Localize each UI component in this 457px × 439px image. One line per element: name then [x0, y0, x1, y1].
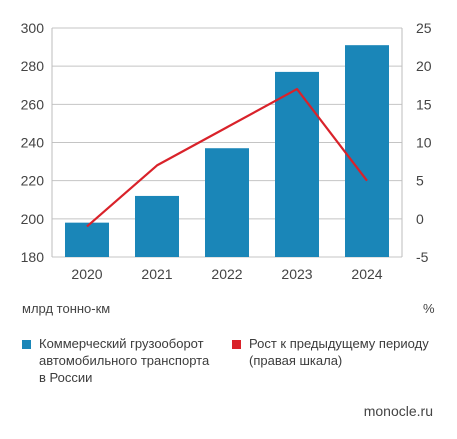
- y-left-tick-label: 240: [21, 135, 45, 151]
- source-label: monocle.ru: [363, 403, 433, 419]
- left-axis-unit: млрд тонно-км: [22, 301, 111, 316]
- legend-line-label: Рост к предыдущему периоду (правая шкала…: [249, 336, 429, 368]
- chart: 180 200 220 240 260 280 300 -5 0 5 10 15 20 25 2020 202…: [21, 20, 432, 282]
- y-right-tick-label: 0: [416, 211, 424, 227]
- x-tick-label: 2021: [141, 266, 172, 282]
- y-right-tick-label: 5: [416, 173, 424, 189]
- y-left-tick-label: 260: [21, 96, 45, 112]
- legend-line-swatch: [232, 340, 241, 349]
- right-axis-unit: %: [423, 301, 435, 316]
- x-tick-label: 2024: [351, 266, 382, 282]
- y-left-tick-label: 300: [21, 20, 45, 36]
- x-tick-label: 2022: [211, 266, 242, 282]
- legend-bar-swatch: [22, 340, 31, 349]
- bar: [135, 195, 179, 257]
- y-right-tick-label: -5: [416, 249, 429, 265]
- y-left-tick-label: 200: [21, 211, 45, 227]
- y-right-tick-label: 25: [416, 20, 432, 36]
- bar: [275, 71, 319, 258]
- y-right-tick-label: 10: [416, 135, 432, 151]
- y-left-tick-label: 180: [21, 249, 45, 265]
- bar: [65, 222, 109, 257]
- legend-bar-label: Коммерческий грузооборот автомобильного …: [39, 336, 210, 385]
- x-tick-label: 2023: [281, 266, 312, 282]
- y-left-tick-label: 220: [21, 173, 45, 189]
- bar: [345, 45, 389, 257]
- x-tick-label: 2020: [71, 266, 102, 282]
- y-right-tick-label: 15: [416, 96, 432, 112]
- y-left-tick-label: 280: [21, 58, 45, 74]
- bar: [205, 148, 249, 257]
- y-right-tick-label: 20: [416, 58, 432, 74]
